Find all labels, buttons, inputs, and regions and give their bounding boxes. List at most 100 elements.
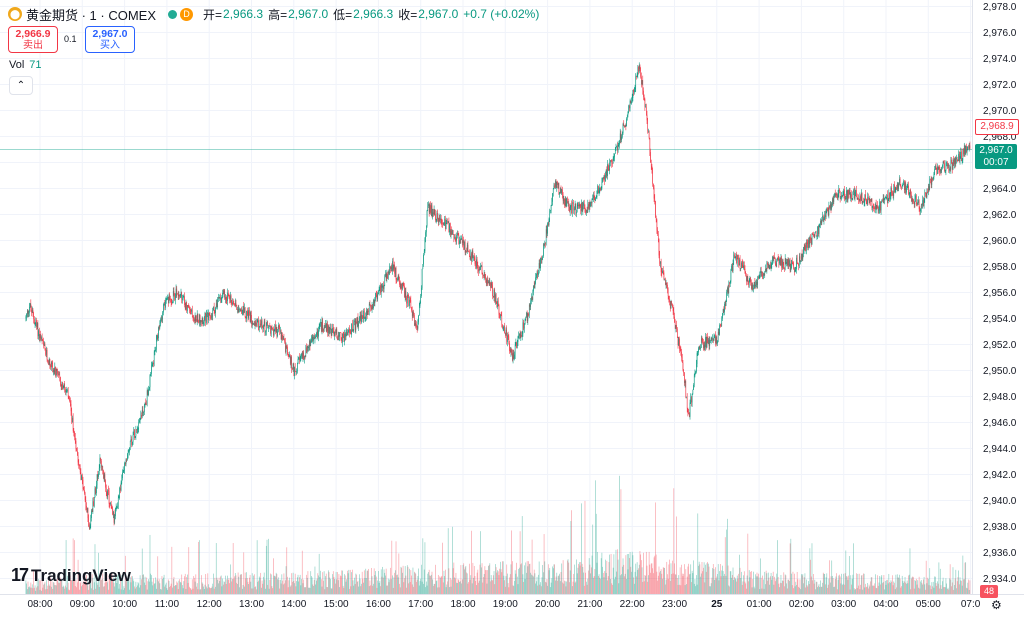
volume-bar: [217, 579, 219, 594]
candle-body: [627, 111, 629, 115]
volume-legend[interactable]: Vol 71: [9, 59, 42, 71]
volume-bar: [817, 587, 818, 594]
candle-body: [778, 259, 780, 264]
candle-body: [717, 331, 719, 342]
volume-bar: [456, 582, 458, 594]
volume-bar: [557, 580, 558, 594]
volume-bar: [476, 585, 477, 594]
candle-body: [696, 353, 698, 364]
volume-bar: [590, 567, 592, 594]
volume-bar: [780, 574, 782, 594]
volume-bar: [582, 566, 584, 594]
volume-bar: [472, 562, 474, 594]
volume-bar: [291, 573, 293, 594]
volume-bar: [130, 582, 132, 594]
volume-bar: [188, 547, 190, 594]
volume-bar: [238, 576, 240, 594]
volume-bar: [245, 578, 247, 594]
volume-bar: [706, 563, 708, 594]
volume-bar: [98, 586, 100, 594]
volume-bar: [76, 587, 78, 594]
candle-body: [332, 327, 334, 332]
volume-bar: [69, 590, 70, 594]
volume-bar: [408, 583, 410, 594]
volume-bar: [184, 573, 186, 594]
candle-body: [650, 162, 652, 166]
candle-body: [474, 257, 476, 264]
volume-bar: [899, 574, 900, 594]
market-status-icon[interactable]: [168, 9, 178, 19]
price-axis[interactable]: 2,978.02,976.02,974.02,972.02,970.02,968…: [983, 2, 1017, 585]
volume-bar: [896, 574, 898, 594]
volume-bar: [338, 574, 340, 594]
volume-bar: [330, 588, 332, 594]
candle-body: [882, 200, 883, 202]
volume-bar: [964, 562, 966, 594]
candle-body: [182, 299, 183, 300]
candle-body: [552, 188, 554, 194]
candle-body: [681, 357, 683, 363]
candle-body: [114, 516, 116, 523]
candle-body: [128, 451, 130, 453]
candle-body: [39, 334, 41, 339]
volume-bar: [484, 566, 486, 594]
volume-bar: [226, 579, 228, 594]
volume-bar: [667, 574, 668, 594]
candle-body: [122, 470, 124, 473]
candle-body: [142, 410, 144, 413]
volume-bar: [504, 586, 506, 594]
volume-bar: [194, 581, 196, 594]
candle-body: [764, 272, 766, 276]
volume-bar: [82, 582, 84, 594]
volume-bar: [628, 553, 630, 594]
volume-bar: [345, 581, 347, 594]
candle-body: [507, 335, 508, 342]
candle-body: [107, 489, 108, 497]
candle-body: [612, 163, 613, 165]
candle-body: [239, 308, 240, 310]
volume-bar: [892, 585, 894, 594]
volume-bar: [185, 588, 187, 594]
volume-bar: [651, 563, 653, 594]
volume-bar: [391, 540, 393, 594]
candle-body: [741, 262, 742, 269]
buy-button[interactable]: 2,967.0 买入: [85, 26, 135, 53]
volume-bar: [820, 586, 822, 594]
volume-bar: [944, 587, 946, 594]
volume-bar: [531, 539, 533, 594]
volume-bar: [385, 568, 387, 594]
volume-bar: [343, 587, 345, 594]
tradingview-logo[interactable]: 17 TradingView: [11, 565, 131, 586]
collapse-legend-button[interactable]: ⌃: [9, 76, 33, 95]
volume-bar: [559, 581, 561, 594]
settings-icon[interactable]: ⚙: [991, 598, 1002, 612]
candle-body: [342, 333, 343, 343]
candle-body: [381, 285, 383, 288]
candle-body: [536, 272, 538, 275]
time-axis[interactable]: 08:00 09:00 10:00 11:00 12:00 13:00 14:00 15:00…: [27, 599, 980, 610]
candle-body: [125, 462, 126, 465]
candle-body: [504, 326, 505, 334]
volume-bar: [691, 570, 693, 594]
volume-bar: [335, 583, 336, 594]
candle-body: [804, 245, 806, 250]
time-tick-label: 02:00: [789, 599, 814, 610]
volume-bar: [244, 572, 246, 594]
candle-body: [965, 145, 966, 154]
interval-badge[interactable]: D: [180, 7, 194, 21]
candle-body: [939, 166, 940, 173]
volume-bar: [314, 566, 316, 594]
candle-body: [686, 396, 687, 398]
volume-bar: [278, 579, 280, 594]
volume-bar: [277, 579, 278, 594]
symbol-title[interactable]: 黄金期货 · 1 · COMEX: [26, 7, 157, 23]
volume-bar: [244, 586, 245, 594]
volume-bar: [423, 583, 424, 594]
candle-body: [565, 199, 567, 207]
volume-bar: [341, 570, 343, 594]
candle-body: [220, 297, 221, 300]
candle-body: [808, 239, 810, 245]
sell-button[interactable]: 2,966.9 卖出: [8, 26, 58, 53]
volume-bar: [468, 563, 470, 594]
